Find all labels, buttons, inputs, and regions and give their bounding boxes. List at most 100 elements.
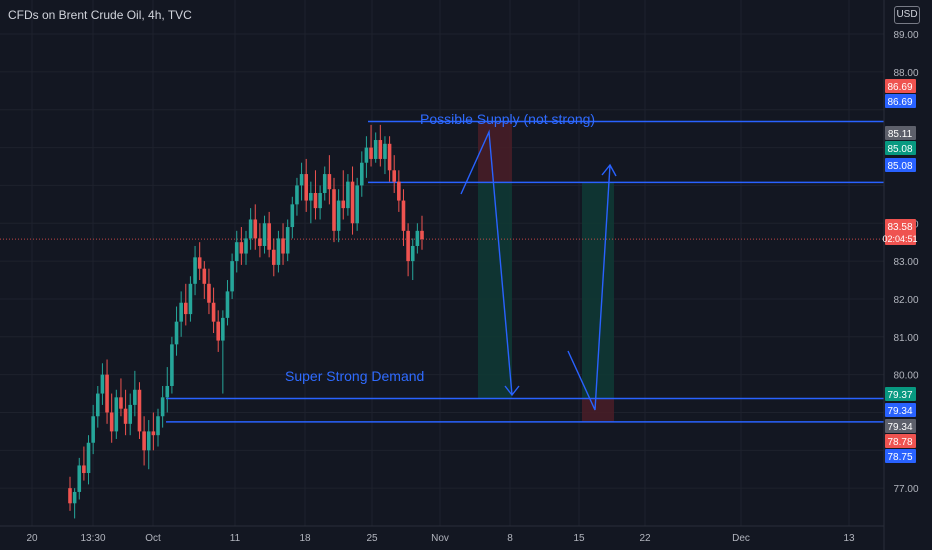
- candle-body: [355, 185, 359, 224]
- candle-body: [322, 174, 327, 193]
- candle-body: [378, 140, 383, 159]
- price-label-value: 85.08: [887, 144, 912, 155]
- candle-body: [258, 238, 262, 246]
- time-tick-label: Nov: [431, 533, 449, 544]
- demand-stop-zone: [582, 398, 614, 422]
- price-tick-label: 81.00: [893, 333, 918, 344]
- candle-body: [174, 321, 179, 345]
- candle-body: [346, 181, 350, 209]
- candle-body: [202, 268, 207, 284]
- price-label-value: 79.34: [887, 422, 912, 433]
- candle-body: [285, 227, 290, 254]
- candle-body: [128, 404, 133, 424]
- price-label-tag: [885, 79, 916, 93]
- time-tick-label: 22: [639, 533, 651, 544]
- candle-body: [276, 238, 281, 265]
- price-tick-label: 80.00: [893, 371, 918, 382]
- arrowhead-down[interactable]: [504, 385, 520, 397]
- candle-body: [253, 219, 258, 239]
- candle-body: [68, 488, 72, 504]
- price-label-tag: [885, 219, 916, 245]
- candle-body: [406, 230, 410, 262]
- candle-body: [271, 249, 276, 265]
- candle-body: [230, 261, 234, 292]
- currency-button[interactable]: USD: [894, 6, 920, 24]
- demand-annotation: Super Strong Demand: [285, 368, 424, 384]
- time-tick-label: 11: [230, 533, 241, 544]
- arrowhead-up[interactable]: [601, 163, 617, 177]
- candle-body: [225, 291, 230, 318]
- candle-body: [373, 140, 378, 159]
- supply-annotation: Possible Supply (not strong): [420, 111, 595, 127]
- candle-body: [244, 238, 248, 254]
- time-tick-label: 8: [507, 533, 513, 544]
- candle-body: [415, 230, 420, 246]
- price-label-value: 79.34: [887, 406, 912, 417]
- candle-body: [420, 230, 424, 240]
- candle-body: [350, 181, 355, 224]
- symbol-title: CFDs on Brent Crude Oil, 4h, TVC: [8, 8, 192, 22]
- candle-body: [216, 321, 221, 341]
- candle-body: [234, 242, 239, 262]
- price-label-tag: [885, 387, 916, 401]
- price-tick-label: 82.00: [893, 295, 918, 306]
- price-tick-label: 83.00: [893, 257, 918, 268]
- candle-body: [193, 257, 197, 284]
- price-label-value: 86.69: [887, 97, 912, 108]
- time-tick-label: 13: [843, 533, 855, 544]
- candle-body: [332, 189, 336, 231]
- candle-body: [165, 385, 170, 398]
- candle-body: [313, 192, 318, 209]
- candle-body: [410, 245, 415, 262]
- time-tick-label: Dec: [732, 533, 750, 544]
- candle-body: [267, 223, 271, 250]
- price-tick-label: 88.00: [893, 68, 918, 79]
- candle-body: [105, 374, 109, 413]
- candle-body: [221, 317, 225, 341]
- projection-zone-down: [478, 182, 512, 399]
- candle-body: [160, 397, 165, 417]
- candle-body: [341, 200, 346, 209]
- price-tick-label: 77.00: [893, 484, 918, 495]
- candle-body: [397, 181, 401, 201]
- candle-body: [100, 374, 105, 394]
- candle-body: [299, 174, 304, 186]
- time-tick-label: 13:30: [80, 533, 105, 544]
- candle-body: [142, 431, 146, 451]
- price-label-tag: [885, 434, 916, 448]
- candle-body: [281, 238, 285, 254]
- supply-rejection-arrow[interactable]: [460, 129, 513, 396]
- candle-body: [364, 147, 369, 163]
- price-label-value: 78.78: [887, 437, 912, 448]
- price-label-value: 79.37: [887, 390, 912, 401]
- candle-body: [114, 397, 119, 432]
- candle-body: [207, 283, 211, 303]
- candle-body: [77, 465, 82, 492]
- candle-body: [151, 431, 156, 436]
- candle-body: [86, 442, 91, 474]
- time-tick-label: 15: [573, 533, 585, 544]
- candle-body: [91, 416, 95, 443]
- candle-body: [369, 147, 373, 159]
- candle-body: [248, 219, 253, 239]
- candle-body: [170, 344, 174, 386]
- demand-bounce-arrow[interactable]: [567, 164, 611, 411]
- candle-body: [109, 412, 114, 432]
- candle-body: [383, 143, 387, 159]
- candle-body: [327, 174, 332, 190]
- candle-body: [197, 257, 202, 269]
- price-label-tag: [885, 126, 916, 140]
- time-tick-label: 18: [299, 533, 311, 544]
- candle-body: [183, 302, 188, 315]
- time-tick-label: 25: [366, 533, 378, 544]
- price-label-tag: [885, 403, 916, 417]
- candle-body: [82, 465, 86, 474]
- candle-body: [179, 302, 183, 322]
- candle-body: [295, 185, 299, 205]
- candle-body: [318, 192, 322, 209]
- candle-body: [156, 416, 160, 436]
- candle-body: [95, 393, 100, 417]
- price-label-value: 85.08: [887, 161, 912, 172]
